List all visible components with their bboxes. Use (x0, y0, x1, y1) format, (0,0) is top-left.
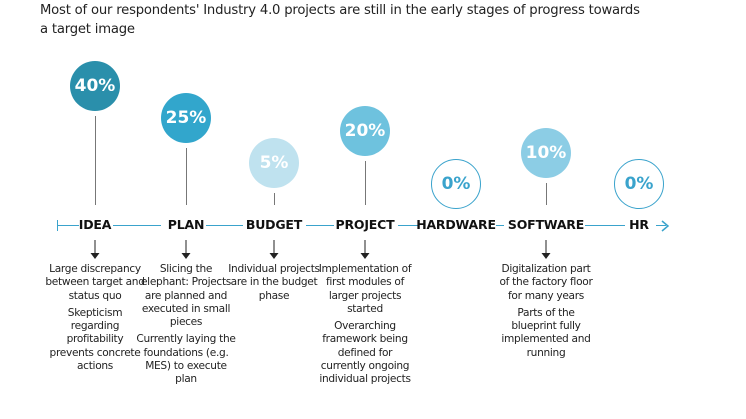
connector-line (546, 183, 547, 205)
description-paragraph: Parts of the blueprint fully implemented… (501, 306, 591, 359)
connector-line (365, 161, 366, 205)
stage-label: IDEA (78, 217, 112, 232)
diagram-subtitle: Most of our respondents' Industry 4.0 pr… (40, 3, 640, 37)
timeline-segment (113, 225, 161, 227)
description-paragraph: Individual projects are in the budget ph… (228, 263, 320, 302)
stage-description: Individual projects are in the budget ph… (224, 263, 324, 307)
connector-line (95, 116, 96, 205)
stage-description: Slicing the elephant: Projects are plann… (136, 263, 236, 391)
arrow-down-icon (269, 240, 279, 259)
timeline-segment (57, 225, 79, 227)
connector-line (274, 193, 275, 205)
timeline-arrow-icon (661, 220, 670, 232)
timeline-segment (398, 225, 418, 227)
arrow-down-icon (90, 240, 100, 259)
description-paragraph: Skepticism regarding profitability preve… (49, 306, 141, 373)
description-paragraph: Digitalization part of the factory floor… (499, 263, 593, 302)
stage-label: HARDWARE (416, 217, 496, 232)
connector-line (186, 148, 187, 205)
percent-bubble: 20% (340, 106, 390, 156)
stage-label: SOFTWARE (507, 217, 585, 232)
arrow-down-icon (181, 240, 191, 259)
description-paragraph: Currently laying the foundations (e.g. M… (136, 333, 236, 386)
percent-bubble: 25% (161, 93, 211, 143)
percent-bubble: 10% (521, 128, 571, 178)
description-paragraph: Slicing the elephant: Projects are plann… (140, 263, 232, 329)
timeline-segment (306, 225, 334, 227)
timeline-segment (206, 225, 243, 227)
percent-bubble: 0% (431, 159, 481, 209)
stage-description: Large discrepancy between target and sta… (45, 263, 145, 377)
stage-label: PROJECT (335, 217, 395, 232)
arrow-down-icon (541, 240, 551, 259)
arrow-down-icon (360, 240, 370, 259)
stage-description: Implementation of first modules of large… (315, 263, 415, 391)
stage-label: HR (629, 217, 649, 232)
timeline-segment (496, 225, 504, 227)
percent-bubble: 5% (249, 138, 299, 188)
stage-label: BUDGET (245, 217, 303, 232)
timeline-segment (656, 225, 666, 227)
percent-bubble: 0% (614, 159, 664, 209)
timeline-segment (585, 225, 625, 227)
description-paragraph: Large discrepancy between target and sta… (45, 263, 145, 302)
percent-bubble: 40% (70, 61, 120, 111)
stage-description: Digitalization part of the factory floor… (496, 263, 596, 364)
description-paragraph: Overarching framework being defined for … (319, 320, 411, 386)
stage-label: PLAN (167, 217, 205, 232)
description-paragraph: Implementation of first modules of large… (318, 263, 412, 315)
